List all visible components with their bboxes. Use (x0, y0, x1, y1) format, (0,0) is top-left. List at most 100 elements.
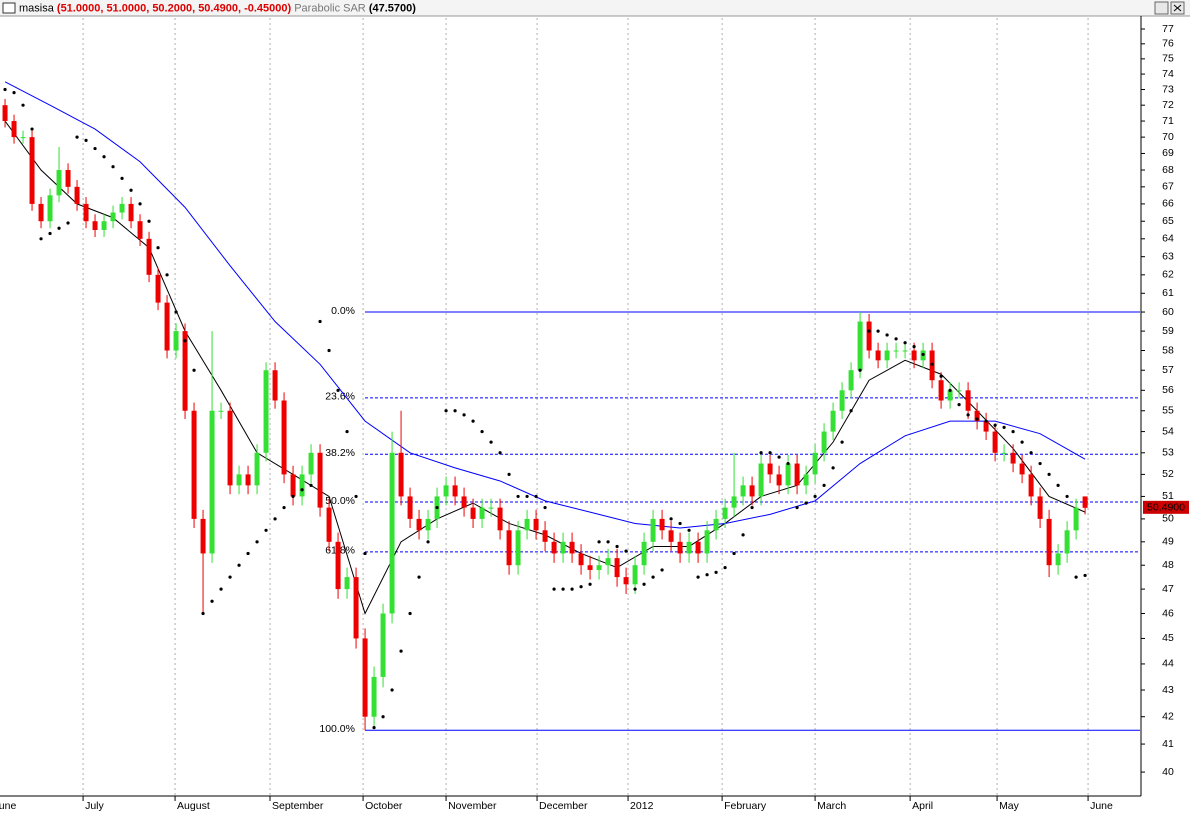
sar-dot (39, 237, 43, 241)
close-icon (1173, 4, 1182, 12)
sar-dot (327, 348, 331, 353)
sar-dot (624, 549, 628, 553)
sar-dot (966, 413, 970, 417)
candle-body (164, 302, 170, 351)
candle-body (407, 496, 413, 519)
x-tick-label: 2012 (630, 800, 654, 812)
candle-body (515, 530, 521, 566)
sar-dot (498, 451, 502, 455)
candle-body (227, 410, 233, 486)
candle-body (866, 321, 872, 351)
candle-body (956, 390, 962, 392)
sar-dot (48, 231, 52, 236)
sar-dot (1047, 472, 1051, 476)
y-tick-label: 57 (1162, 364, 1174, 376)
sar-dot (354, 494, 358, 499)
sar-dot (975, 417, 979, 421)
x-tick-label: November (448, 800, 497, 812)
sar-dot (435, 506, 439, 510)
y-tick-label: 68 (1162, 164, 1174, 176)
indicator-name: Parabolic SAR (294, 2, 366, 14)
x-tick-label: February (724, 800, 767, 812)
sar-dot (372, 725, 376, 730)
y-tick-label: 50 (1162, 513, 1174, 525)
restore-button[interactable] (1154, 1, 1169, 15)
candle-body (722, 507, 728, 519)
sar-dot (525, 494, 529, 499)
candle-body (38, 203, 44, 222)
sar-dot (237, 563, 241, 567)
y-tick-label: 69 (1162, 147, 1174, 159)
sar-dot (21, 103, 25, 107)
sar-dot (867, 329, 871, 333)
sar-dot (741, 533, 745, 537)
sar-dot (57, 226, 61, 230)
sar-dot (30, 127, 34, 131)
y-tick-label: 71 (1162, 115, 1174, 127)
sar-dot (102, 155, 106, 159)
y-tick-label: 76 (1162, 38, 1174, 50)
sar-dot (579, 585, 583, 589)
x-tick-label: October (365, 800, 403, 812)
sar-dot (858, 368, 862, 372)
sar-dot (606, 540, 610, 544)
candle-body (983, 421, 989, 432)
candle-body (587, 565, 593, 570)
sar-dot (876, 329, 880, 333)
sar-dot (831, 466, 835, 470)
sar-dot (543, 506, 547, 510)
candle-body (911, 350, 917, 361)
sar-dot (885, 333, 889, 337)
y-tick-label: 42 (1162, 711, 1174, 723)
candle-body (596, 565, 602, 570)
candle-body (704, 530, 710, 554)
candle-body (1082, 496, 1088, 508)
y-tick-label: 66 (1162, 198, 1174, 210)
y-tick-label: 46 (1162, 607, 1174, 619)
fib-label: 100.0% (319, 723, 355, 735)
sar-dot (1065, 494, 1069, 499)
sar-dot (732, 551, 736, 556)
candle-body (92, 221, 98, 230)
last-price-box (1143, 500, 1189, 514)
sar-dot (66, 221, 70, 225)
candle-body (236, 474, 242, 486)
sar-dot (840, 440, 844, 444)
candle-body (902, 350, 908, 352)
sar-dot (363, 551, 367, 556)
candle-body (353, 577, 359, 639)
sar-dot (129, 188, 133, 192)
sar-dot (822, 483, 826, 487)
sar-dot (588, 582, 592, 586)
last-price-label: 50.4900 (1147, 502, 1185, 514)
candle-body (272, 370, 278, 401)
candle-body (677, 541, 683, 554)
sar-dot (426, 540, 430, 544)
y-tick-label: 48 (1162, 559, 1174, 571)
sar-dot (930, 362, 934, 366)
sar-dot (534, 494, 538, 499)
candle-body (614, 558, 620, 578)
sar-dot (903, 341, 907, 345)
candle-body (650, 518, 656, 542)
candle-body (254, 452, 260, 486)
candle-body (389, 452, 395, 614)
candle-body (965, 390, 971, 411)
moving-average-line (4, 81, 1086, 529)
candle-body (821, 431, 827, 453)
sar-dot (705, 573, 709, 577)
sar-dot (390, 688, 394, 692)
fib-label: 50.0% (325, 495, 355, 507)
candle-body (371, 676, 377, 717)
sar-dot (183, 339, 187, 343)
symbol: masisa (19, 2, 55, 14)
candle-body (425, 518, 431, 531)
y-tick-label: 70 (1162, 131, 1174, 143)
y-tick-label: 67 (1162, 181, 1174, 193)
sar-dot (786, 461, 790, 466)
sar-dot (723, 565, 727, 570)
sar-dot (417, 575, 421, 579)
candle-body (488, 507, 494, 509)
sar-dot (984, 419, 988, 423)
